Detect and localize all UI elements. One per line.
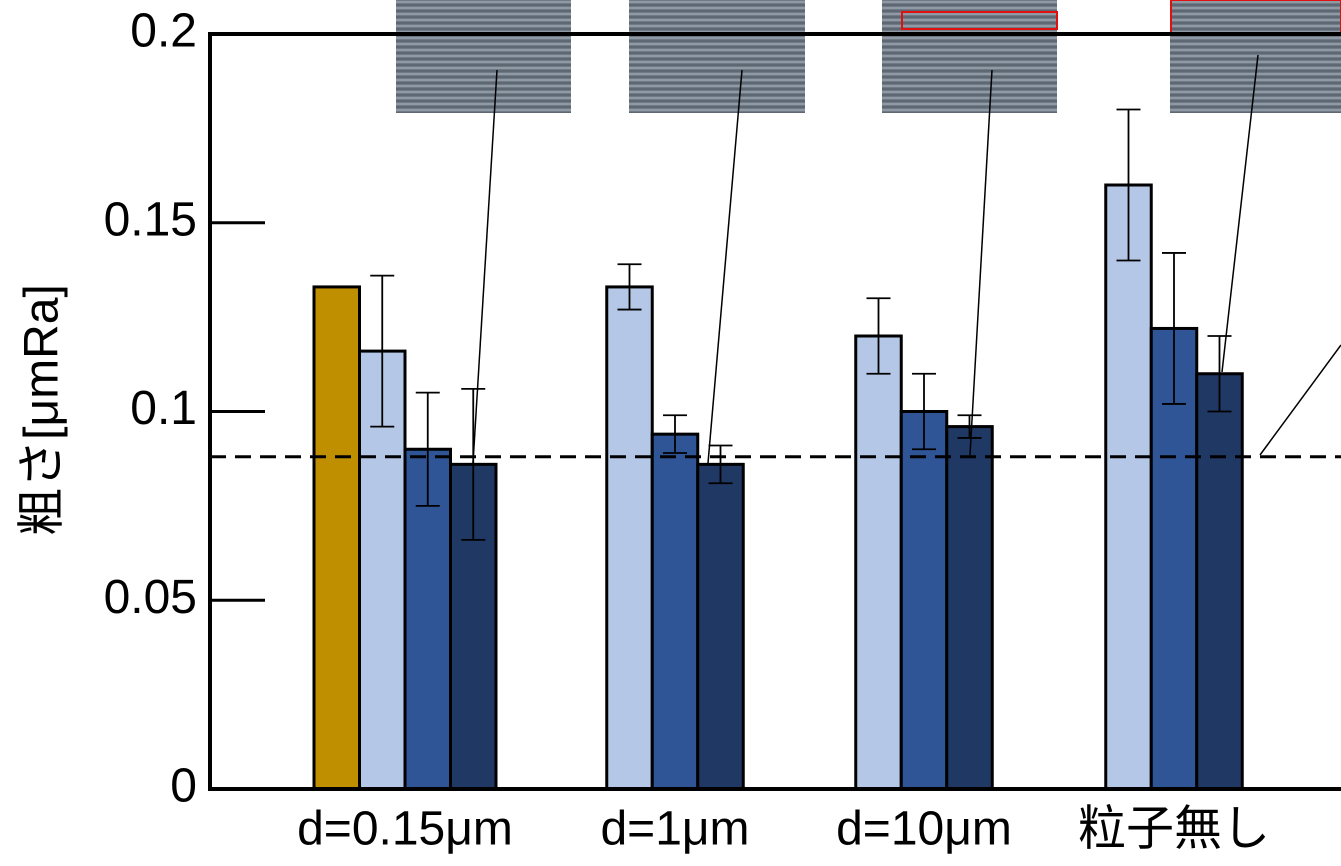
- photo: [882, 0, 1057, 113]
- y-axis-title: 粗さ[μmRa]: [16, 284, 69, 536]
- bar: [314, 287, 360, 789]
- chart: 粗さ[μmRa] 0 0.05 0.1 0.15 0.2 d=0.15μm d=1μm d=1…: [0, 0, 1341, 866]
- bar: [856, 336, 902, 789]
- bar: [947, 427, 993, 789]
- bar: [607, 287, 653, 789]
- bar: [901, 412, 947, 790]
- x-tick-label: d=10μm: [836, 803, 1012, 856]
- photo: [396, 0, 571, 113]
- bar: [652, 434, 698, 789]
- x-tick-label: d=0.15μm: [297, 803, 513, 856]
- x-tick-label: 粒子無し: [1078, 803, 1270, 856]
- x-tick-label: d=1μm: [600, 803, 749, 856]
- photo: [629, 0, 805, 113]
- leader-line: [473, 70, 497, 463]
- bar: [1106, 185, 1152, 789]
- photos: [396, 0, 1341, 113]
- y-tick-label: 0: [170, 760, 197, 813]
- y-tick-label: 0.2: [130, 5, 197, 58]
- y-tick-label: 0.05: [104, 571, 197, 624]
- leader-line: [970, 70, 992, 455]
- leader-line: [708, 70, 742, 463]
- bar: [698, 464, 744, 789]
- photo: [1170, 0, 1341, 113]
- plot: 0 0.05 0.1 0.15 0.2 d=0.15μm d=1μm d=10μm 粒子無し: [104, 5, 1341, 856]
- y-tick-label: 0.1: [130, 382, 197, 435]
- bar: [1197, 374, 1243, 789]
- y-tick-label: 0.15: [104, 193, 197, 246]
- leader-line: [1260, 345, 1341, 455]
- page: {"chart_data": {"type": "bar", "y_label"…: [0, 0, 1341, 866]
